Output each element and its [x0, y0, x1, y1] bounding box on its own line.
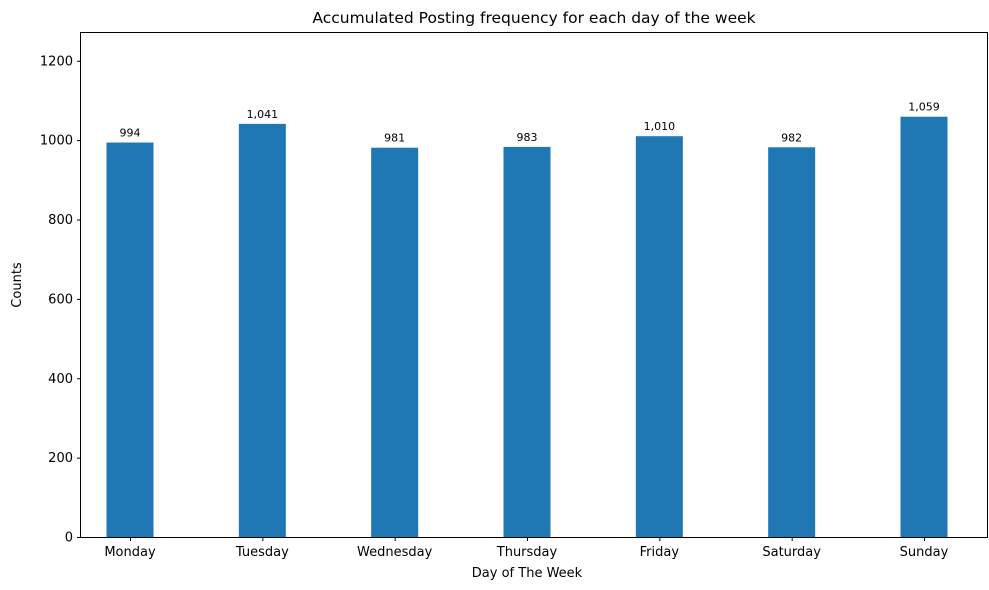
y-tick-label: 1200 — [40, 54, 73, 69]
data-label-monday: 994 — [120, 127, 141, 140]
data-label-tuesday: 1,041 — [247, 108, 279, 121]
chart-title: Accumulated Posting frequency for each d… — [312, 9, 755, 27]
plot-area-frame — [80, 32, 988, 538]
value-labels-group: 994 1,041 981 983 1,010 982 1,059 — [120, 101, 940, 145]
bar-sunday — [900, 116, 948, 537]
y-tick-label: 600 — [48, 292, 73, 307]
data-label-friday: 1,010 — [644, 120, 676, 133]
y-tick-label: 1000 — [40, 134, 73, 149]
x-tick-label: Saturday — [762, 545, 821, 560]
x-axis-ticks: Monday Tuesday Wednesday Thursday Friday Satu… — [104, 537, 949, 560]
data-label-wednesday: 981 — [384, 132, 405, 145]
y-axis-ticks: 0 200 400 600 800 1000 1200 — [40, 54, 81, 546]
bar-tuesday — [238, 123, 286, 538]
bars-group — [106, 116, 948, 538]
bar-wednesday — [371, 147, 419, 537]
y-tick-label: 400 — [48, 372, 73, 387]
x-tick-label: Sunday — [900, 545, 949, 560]
x-tick-label: Wednesday — [357, 545, 433, 560]
bar-monday — [106, 142, 154, 538]
bar-thursday — [503, 146, 551, 537]
bar-friday — [635, 136, 683, 538]
x-axis-label: Day of The Week — [472, 566, 583, 581]
x-tick-label: Tuesday — [235, 545, 289, 560]
bar-saturday — [768, 147, 816, 537]
y-axis-label: Counts — [10, 262, 25, 308]
data-label-sunday: 1,059 — [908, 101, 940, 114]
data-label-thursday: 983 — [517, 131, 538, 144]
x-tick-label: Monday — [104, 545, 156, 560]
y-tick-label: 800 — [48, 213, 73, 228]
data-label-saturday: 982 — [781, 131, 802, 144]
y-tick-label: 200 — [48, 451, 73, 466]
x-tick-label: Thursday — [496, 545, 558, 560]
y-tick-label: 0 — [65, 531, 73, 546]
x-tick-label: Friday — [640, 545, 680, 560]
